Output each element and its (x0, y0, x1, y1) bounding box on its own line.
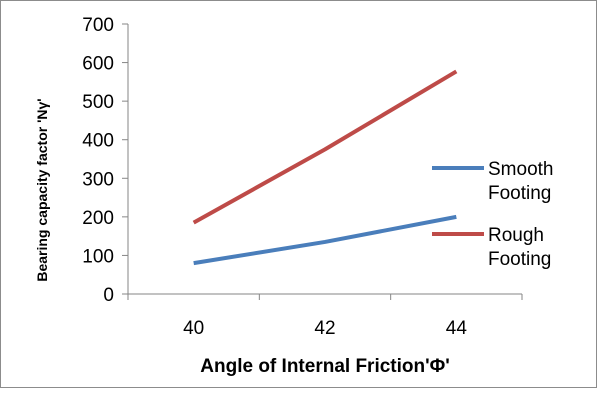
x-tick-label: 44 (446, 318, 468, 339)
y-tick-label: 200 (82, 208, 114, 229)
series-layer (192, 69, 458, 266)
x-axis-ticks: 40 42 44 (127, 294, 523, 339)
legend-label-smooth-footing: Footing (488, 183, 551, 204)
y-tick-label: 400 (82, 131, 114, 152)
legend-label-smooth-footing: Smooth (488, 159, 553, 180)
legend: Smooth Footing Rough Footing (432, 159, 553, 270)
y-tick-label: 500 (82, 92, 114, 113)
legend-label-rough-footing: Footing (488, 249, 551, 270)
y-tick-label: 600 (82, 54, 114, 75)
series-line-smooth-footing (193, 214, 457, 266)
y-tick-label: 0 (103, 285, 114, 306)
legend-label-rough-footing: Rough (488, 225, 544, 246)
y-tick-label: 100 (82, 246, 114, 267)
y-tick-label: 700 (82, 15, 114, 36)
series-line-rough-footing (192, 69, 458, 225)
y-tick-label: 300 (82, 169, 114, 190)
x-axis-title: Angle of Internal Friction'Φ' (200, 356, 449, 377)
x-tick-label: 40 (183, 318, 204, 339)
x-tick-label: 42 (314, 318, 335, 339)
y-axis-title: Bearing capacity factor 'Nγ' (34, 98, 50, 281)
y-axis-ticks: 0 100 200 300 400 500 600 700 (82, 15, 128, 306)
